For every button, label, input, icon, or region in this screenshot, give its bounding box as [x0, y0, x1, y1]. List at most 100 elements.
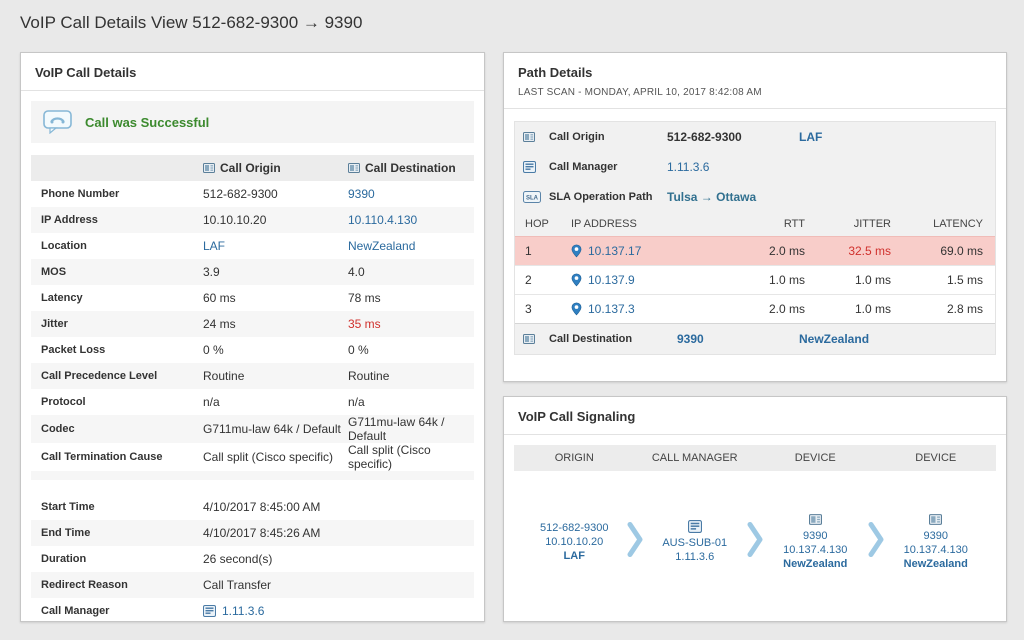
node-location-link[interactable]: NewZealand: [903, 558, 968, 570]
hop-ip-link[interactable]: 10.137.3: [588, 302, 635, 316]
hop-row: 1 10.137.17 2.0 ms 32.5 ms 69.0 ms: [515, 236, 995, 265]
voip-call-details-card: VoIP Call Details Call was Successful Ca…: [20, 52, 485, 622]
hop-ip-link[interactable]: 10.137.17: [588, 244, 642, 258]
call-origin-header: Call Origin: [203, 161, 348, 175]
call-status-banner: Call was Successful: [31, 101, 474, 143]
node-ip-link[interactable]: 1.11.3.6: [675, 551, 715, 563]
sla-label: SLA Operation Path: [549, 191, 653, 203]
origin-value: 10.10.10.20: [203, 213, 267, 227]
hop-rtt: 2.0 ms: [768, 302, 805, 316]
destination-value: n/a: [348, 395, 365, 409]
hop-rtt: 1.0 ms: [768, 273, 805, 287]
call-manager-cell: 1.11.3.6: [203, 604, 474, 618]
path-destination-location-link[interactable]: NewZealand: [799, 332, 870, 346]
row-label: Protocol: [41, 396, 86, 408]
origin-value: 512-682-9300: [203, 187, 278, 201]
path-call-manager-label: Call Manager: [549, 161, 618, 173]
node-ip-link[interactable]: 10.137.4.130: [783, 544, 848, 556]
sla-path-link[interactable]: Tulsa → Ottawa: [667, 190, 757, 204]
signaling-node-call-manager: AUS-SUB-01 1.11.3.6: [635, 471, 756, 613]
phone-icon: [929, 513, 943, 526]
table-row: IP Address 10.10.10.20 10.110.4.130: [31, 207, 474, 233]
destination-value-link[interactable]: 10.110.4.130: [348, 213, 418, 227]
table-row: Latency 60 ms 78 ms: [31, 285, 474, 311]
hop-latency: 69.0 ms: [940, 244, 983, 258]
origin-value: 24 ms: [203, 317, 236, 331]
time-value: Call Transfer: [203, 578, 272, 592]
row-label: End Time: [41, 527, 91, 539]
latency-col-header: LATENCY: [933, 218, 983, 230]
destination-value: 78 ms: [348, 291, 381, 305]
call-details-table-header: Call Origin Call Destination: [31, 155, 474, 181]
origin-value: 0 %: [203, 343, 224, 357]
call-destination-header: Call Destination: [348, 161, 474, 175]
destination-value-link[interactable]: 9390: [348, 187, 375, 201]
row-label: Call Precedence Level: [41, 370, 158, 382]
signaling-body: ORIGIN CALL MANAGER DEVICE DEVICE 512-68…: [504, 435, 1006, 623]
origin-value: 60 ms: [203, 291, 236, 305]
hop-jitter-alert: 32.5 ms: [848, 244, 891, 258]
hop-latency: 1.5 ms: [946, 273, 983, 287]
call-bubble-icon: [43, 110, 73, 134]
hop-number: 1: [525, 244, 532, 258]
voip-call-signaling-card: VoIP Call Signaling ORIGIN CALL MANAGER …: [503, 396, 1007, 622]
voip-call-details-title: VoIP Call Details: [21, 53, 484, 91]
rtt-col-header: RTT: [783, 218, 805, 230]
hop-col-header: HOP: [525, 218, 549, 230]
node-ip-link[interactable]: 10.137.4.130: [903, 544, 968, 556]
row-label: Call Manager: [41, 605, 110, 617]
destination-value: 0 %: [348, 343, 369, 357]
map-pin-icon: [571, 244, 582, 258]
sla-icon: SLA: [523, 191, 549, 203]
path-origin-row: Call Origin 512-682-9300 LAF: [515, 122, 995, 152]
row-label: Location: [41, 240, 87, 252]
call-status-text: Call was Successful: [85, 114, 210, 130]
path-call-manager-row: Call Manager 1.11.3.6: [515, 152, 995, 182]
map-pin-icon: [571, 302, 582, 316]
signaling-title: VoIP Call Signaling: [504, 397, 1006, 435]
chevron-right-icon: [627, 522, 643, 563]
sla-operation-path-row: SLA SLA Operation Path Tulsa → Ottawa: [515, 182, 995, 212]
time-value: 26 second(s): [203, 552, 273, 566]
node-location-link[interactable]: LAF: [563, 549, 585, 562]
row-label: Codec: [41, 423, 75, 435]
table-row: Packet Loss 0 % 0 %: [31, 337, 474, 363]
node-ip-link[interactable]: 10.10.10.20: [545, 535, 604, 548]
chevron-right-icon: [868, 522, 884, 563]
call-manager-icon: [687, 520, 702, 533]
row-label: Phone Number: [41, 188, 120, 200]
row-label: Redirect Reason: [41, 579, 128, 591]
hop-ip-link[interactable]: 10.137.9: [588, 273, 635, 287]
row-label: Jitter: [41, 318, 68, 330]
call-origin-header-label: Call Origin: [220, 161, 281, 175]
signaling-node-origin: 512-682-9300 10.10.10.20 LAF: [514, 471, 635, 613]
time-value: 4/10/2017 8:45:26 AM: [203, 526, 321, 540]
node-phone-number-link[interactable]: 9390: [923, 530, 948, 542]
path-details-card: Path Details LAST SCAN - MONDAY, APRIL 1…: [503, 52, 1007, 382]
call-manager-link[interactable]: 1.11.3.6: [222, 604, 265, 618]
path-details-block: Call Origin 512-682-9300 LAF Call Manage…: [514, 121, 996, 355]
table-row: Call Termination Cause Call split (Cisco…: [31, 443, 474, 471]
path-destination-number-link[interactable]: 9390: [677, 332, 704, 346]
last-scan-text: LAST SCAN - MONDAY, APRIL 10, 2017 8:42:…: [518, 87, 762, 98]
node-phone-number-link[interactable]: 9390: [803, 530, 828, 542]
path-origin-location-link[interactable]: LAF: [799, 130, 823, 144]
node-phone-number-link[interactable]: 512-682-9300: [539, 521, 609, 534]
hop-rtt: 2.0 ms: [768, 244, 805, 258]
destination-value: 4.0: [348, 265, 365, 279]
call-destination-icon: [348, 162, 360, 174]
destination-value-link[interactable]: NewZealand: [348, 239, 416, 253]
path-details-header: Path Details LAST SCAN - MONDAY, APRIL 1…: [504, 53, 1006, 109]
call-manager-icon: [203, 605, 216, 617]
node-location-link[interactable]: NewZealand: [783, 558, 848, 570]
table-row: Duration 26 second(s): [31, 546, 474, 572]
destination-value: G711mu-law 64k / Default: [348, 415, 445, 443]
origin-value: Routine: [203, 369, 245, 383]
node-name-link[interactable]: AUS-SUB-01: [662, 537, 728, 549]
table-row: Location LAF NewZealand: [31, 233, 474, 259]
call-manager-icon: [523, 161, 549, 173]
page-title: VoIP Call Details View 512-682-9300 → 93…: [20, 13, 363, 32]
path-call-manager-link[interactable]: 1.11.3.6: [667, 160, 710, 174]
table-row: Phone Number 512-682-9300 9390: [31, 181, 474, 207]
origin-value-link[interactable]: LAF: [203, 239, 226, 253]
